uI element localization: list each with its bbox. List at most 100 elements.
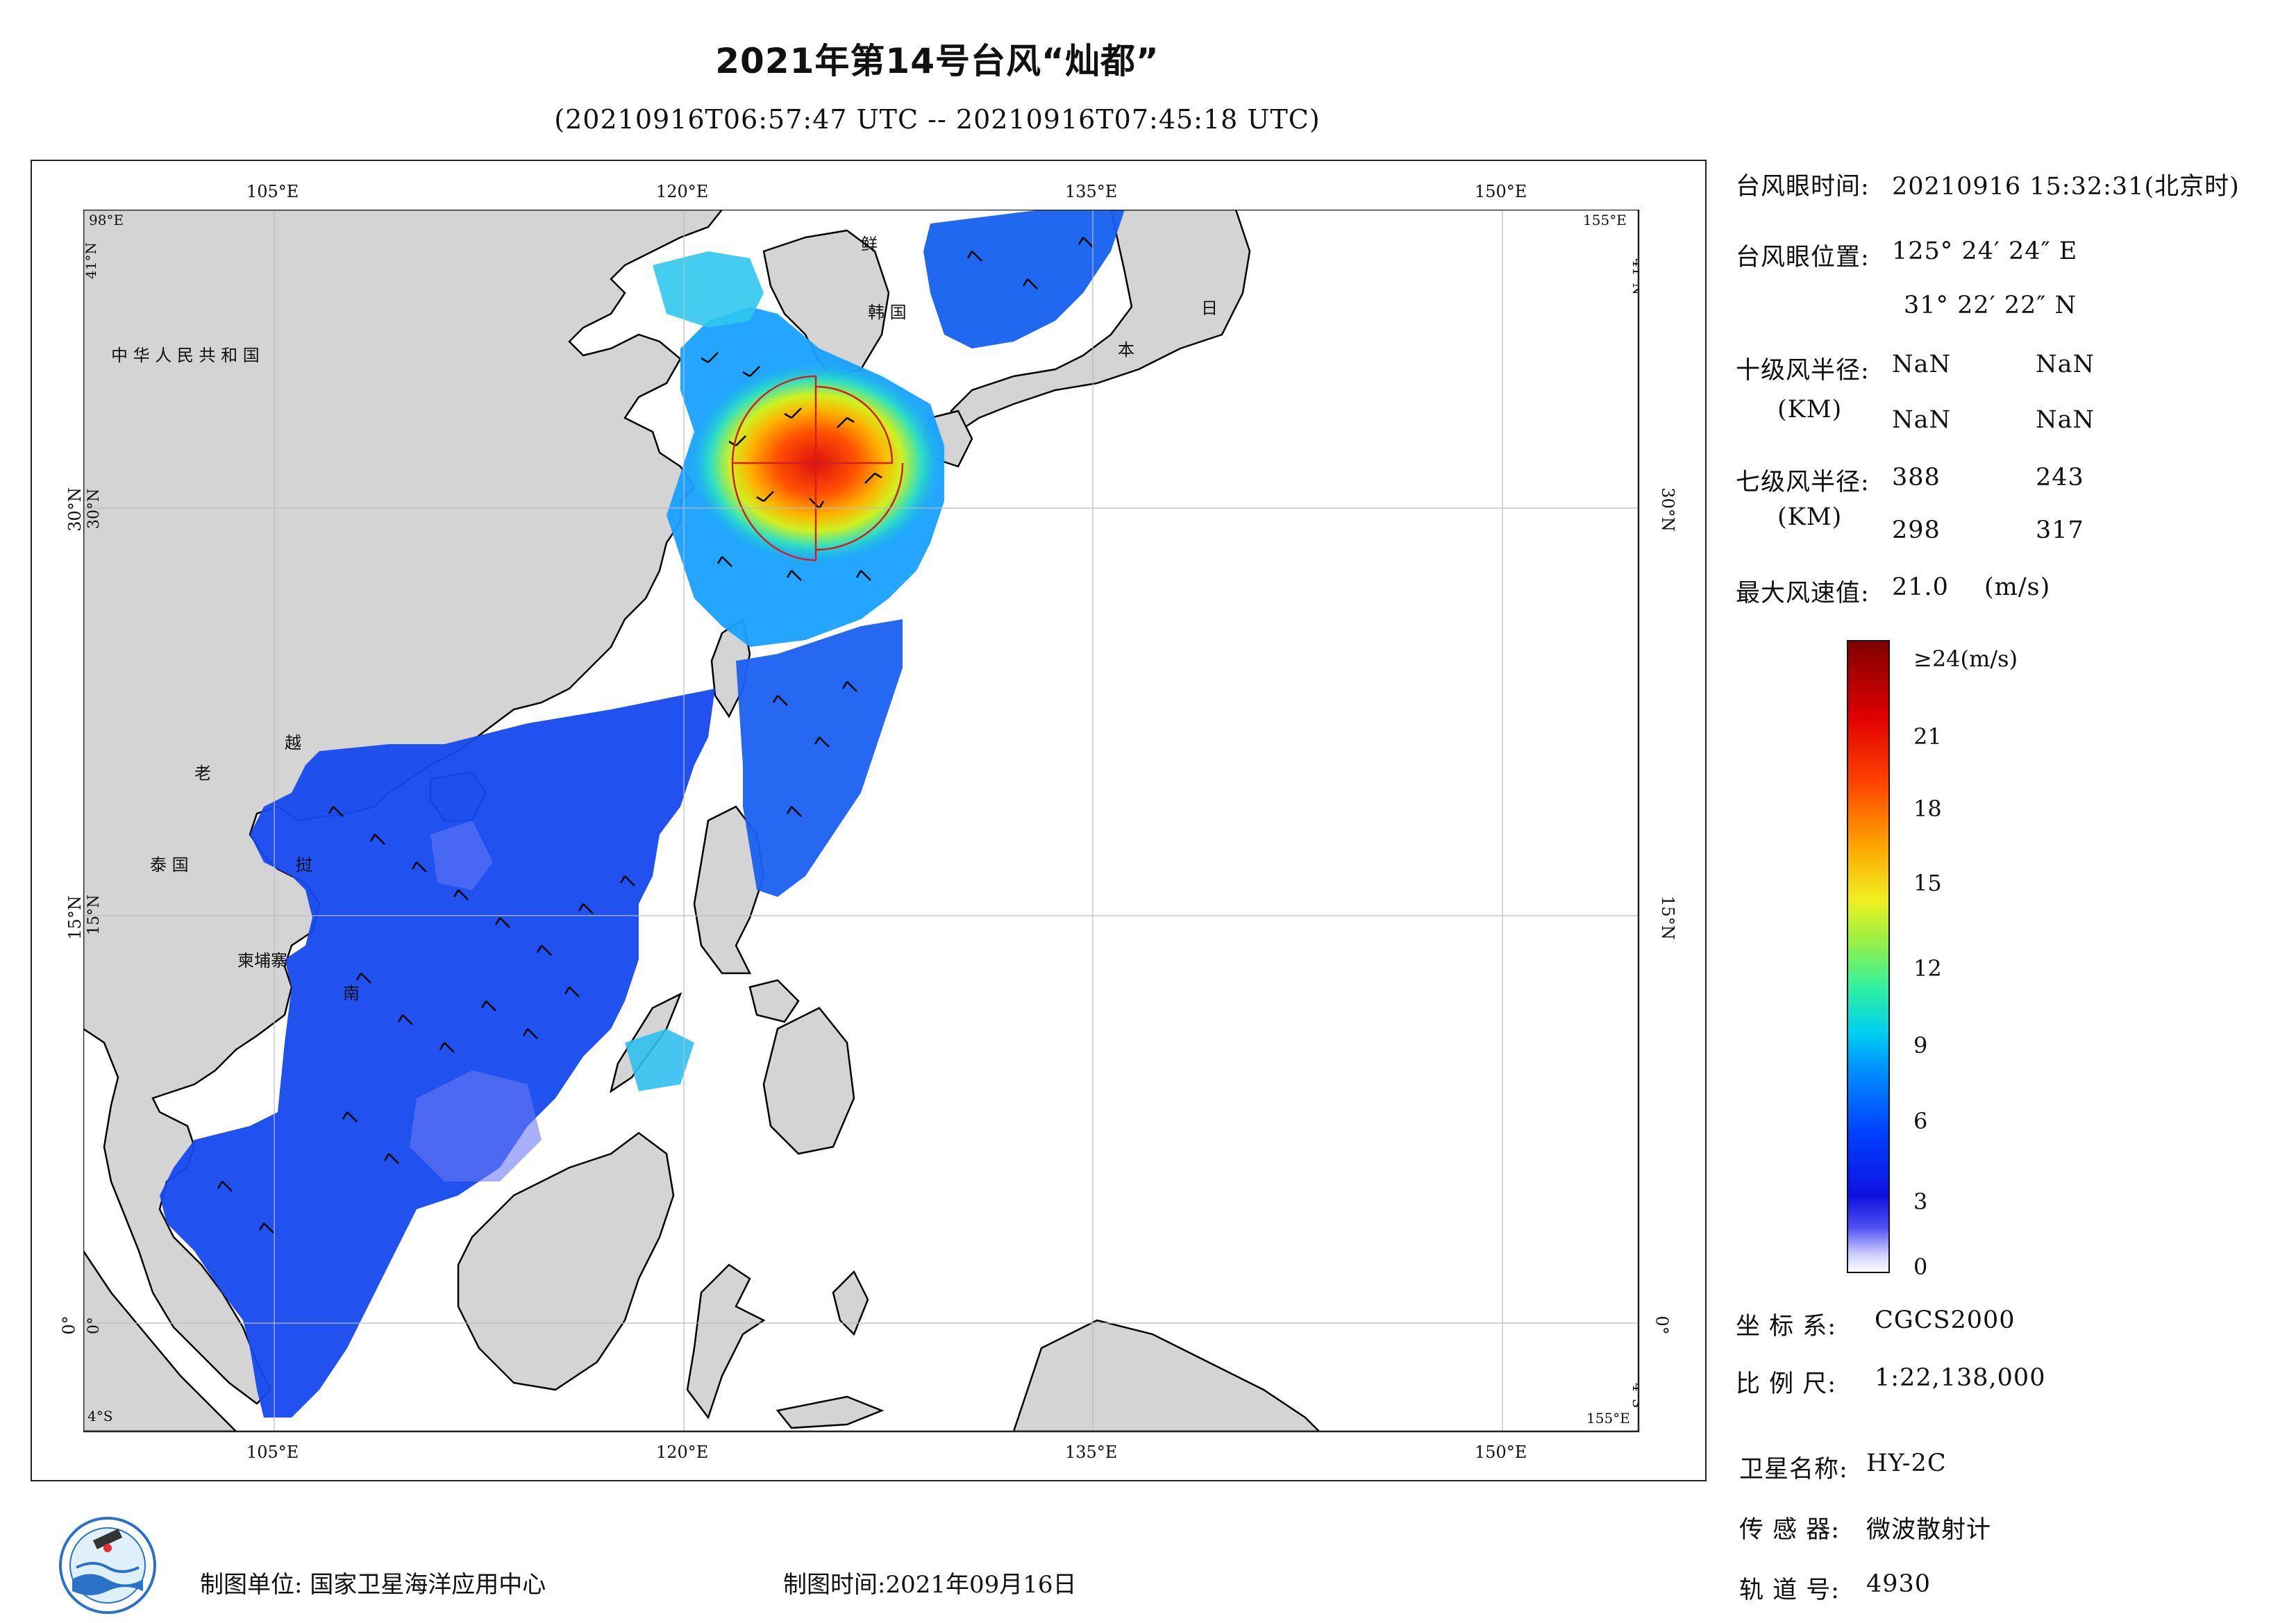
wind-field-map: 中 华 人 民 共 和 国 鲜 韩 国 日 本 老 越 挝 南 泰 国 柬埔寨 … <box>83 210 1640 1433</box>
lon-top-105: 105°E <box>246 182 299 201</box>
r10-ne: NaN <box>1892 351 1952 378</box>
lon-bottom-105: 105°E <box>246 1443 299 1462</box>
lon-top-120: 120°E <box>656 182 709 201</box>
r7-label: 七级风半径: <box>1736 469 1870 496</box>
corner-tr-lat: 41°N <box>1629 258 1640 295</box>
label-japan-1: 日 <box>1201 298 1218 318</box>
label-japan-2: 本 <box>1118 340 1134 360</box>
max-wind-value: 21.0 <box>1892 573 1949 601</box>
lon-bottom-150: 150°E <box>1475 1443 1527 1462</box>
corner-tl-lon: 98°E <box>89 212 124 228</box>
colorbar-tick-6: 6 <box>1913 1108 1928 1134</box>
colorbar-tick-0: 0 <box>1913 1254 1928 1280</box>
label-south-korea: 韩 国 <box>868 303 907 322</box>
label-north-korea: 鲜 <box>861 235 878 254</box>
corner-br-lon: 155°E <box>1586 1410 1630 1427</box>
label-cambodia: 柬埔寨 <box>237 951 287 970</box>
sensor-value: 微波散射计 <box>1866 1516 1992 1544</box>
lat-left-0: 0° <box>59 1315 79 1335</box>
new-guinea <box>1012 1319 1321 1431</box>
lon-top-135: 135°E <box>1065 182 1118 201</box>
colorbar-tick-12: 12 <box>1913 955 1942 982</box>
lon-bottom-135: 135°E <box>1065 1443 1118 1462</box>
swath-south-china-sea <box>160 689 715 1418</box>
label-china: 中 华 人 民 共 和 国 <box>111 346 260 365</box>
colorbar-tick-15: 15 <box>1913 870 1942 896</box>
visayas <box>748 979 800 1023</box>
sat-label: 卫星名称: <box>1739 1456 1848 1483</box>
japan <box>950 210 1251 433</box>
map-title: 2021年第14号台风“灿都” <box>715 41 1159 81</box>
corner-tr-lon: 155°E <box>1583 212 1627 228</box>
borneo <box>457 1132 675 1391</box>
graticule <box>83 210 1639 1431</box>
eye-time-label: 台风眼时间: <box>1736 173 1870 201</box>
mindanao <box>762 1007 855 1155</box>
r10-se: NaN <box>2036 351 2095 378</box>
eye-time-value: 20210916 15:32:31(北京时) <box>1892 173 2240 201</box>
eye-lon: 125° 24′ 24″ E <box>1892 237 2078 265</box>
r10-sw: NaN <box>1892 406 1952 434</box>
swath-light-patch-1 <box>410 1070 542 1181</box>
scale-value: 1:22,138,000 <box>1875 1364 2046 1392</box>
crs-label: 坐 标 系: <box>1736 1313 1837 1340</box>
swath-sea-of-japan <box>923 210 1125 348</box>
swath-light-patch-2 <box>430 821 493 890</box>
swath-east-taiwan <box>736 619 903 897</box>
lat-label-left-inner-0: 0° <box>85 1317 103 1334</box>
colorbar-tick-9: 9 <box>1913 1032 1928 1059</box>
moluccas <box>832 1270 869 1336</box>
lat-right-30: 30°N <box>1657 487 1677 532</box>
sensor-label: 传 感 器: <box>1739 1516 1841 1544</box>
label-vietnam-3: 南 <box>343 984 360 1003</box>
lat-right-15: 15°N <box>1657 895 1677 940</box>
map-frame <box>31 160 1707 1481</box>
label-thailand: 泰 国 <box>150 855 189 875</box>
wind-barbs <box>217 237 1093 1234</box>
swath-sulu <box>625 1029 694 1091</box>
scale-label: 比 例 尺: <box>1736 1370 1837 1398</box>
sulawesi <box>686 1263 766 1420</box>
colorbar-tick-21: 21 <box>1913 723 1942 750</box>
sat-value: HY-2C <box>1866 1449 1947 1477</box>
lat-right-0: 0° <box>1652 1315 1672 1335</box>
r10-nw: NaN <box>2036 406 2095 434</box>
wind-swaths <box>160 210 1125 1418</box>
wind-speed-colorbar <box>1847 640 1890 1273</box>
colorbar-tick-3: 3 <box>1913 1188 1928 1215</box>
eye-lat: 31° 22′ 22″ N <box>1904 292 2077 319</box>
orbit-value: 4930 <box>1866 1570 1932 1598</box>
colorbar-top-label: ≥24(m/s) <box>1913 646 2018 672</box>
country-labels: 中 华 人 民 共 和 国 鲜 韩 国 日 本 老 越 挝 南 泰 国 柬埔寨 <box>111 235 1218 1003</box>
colorbar-tick-18: 18 <box>1913 796 1942 822</box>
r7-sw: 298 <box>1892 516 1941 544</box>
crs-value: CGCS2000 <box>1875 1306 2016 1334</box>
r7-ne: 388 <box>1892 464 1941 491</box>
footer-date: 制图时间:2021年09月16日 <box>783 1571 1077 1599</box>
max-wind-label: 最大风速值: <box>1736 580 1870 607</box>
label-vietnam-1: 越 <box>285 733 301 752</box>
r7-nw: 317 <box>2036 516 2084 544</box>
label-vietnam-2: 挝 <box>296 855 312 875</box>
lat-label-left-inner-30: 30°N <box>85 489 103 529</box>
sumatra <box>83 1249 237 1431</box>
timor <box>776 1395 885 1429</box>
lat-left-15: 15°N <box>65 895 85 940</box>
r10-label: 十级风半径: <box>1736 357 1870 385</box>
corner-br-lat: 4°S <box>1629 1383 1640 1408</box>
lat-left-30: 30°N <box>65 487 85 532</box>
r7-unit: (KM) <box>1777 503 1843 531</box>
nsoas-logo <box>59 1517 156 1614</box>
footer-organization: 制图单位: 国家卫星海洋应用中心 <box>200 1571 546 1599</box>
swath-yellow-sea <box>653 251 764 328</box>
corner-bl-lat: 4°S <box>87 1408 112 1424</box>
lon-top-150: 150°E <box>1475 182 1527 201</box>
lat-label-left-inner-15: 15°N <box>85 895 103 935</box>
r7-wind-radius <box>731 375 904 562</box>
orbit-label: 轨 道 号: <box>1739 1576 1841 1604</box>
eye-pos-label: 台风眼位置: <box>1736 244 1870 271</box>
lon-bottom-120: 120°E <box>656 1443 709 1462</box>
r10-unit: (KM) <box>1777 396 1843 423</box>
max-wind-unit: (m/s) <box>1984 573 2051 601</box>
corner-tl-lat: 41°N <box>83 242 99 279</box>
